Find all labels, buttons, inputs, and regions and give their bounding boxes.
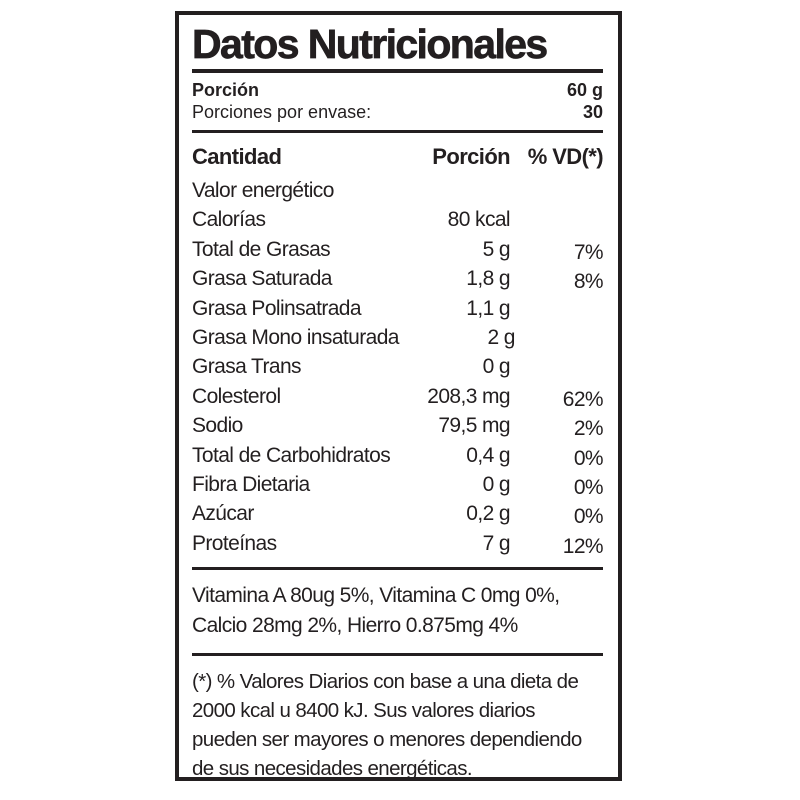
nutrient-row: Azúcar 0,2 g 0% xyxy=(192,499,604,529)
nutrient-daily-value: 7% xyxy=(573,240,604,264)
nutrient-daily-value xyxy=(510,179,603,208)
nutrient-value: 1,1 g xyxy=(466,296,510,320)
nutrient-row: Calorías 80 kcal xyxy=(192,205,603,234)
servings-per-container-row: Porciones por envase: 30 xyxy=(192,101,603,123)
portion-label: Porción xyxy=(192,80,260,100)
nutrient-value: 0 g xyxy=(482,473,511,497)
nutrient-row: Sodio 79,5 mg 2% xyxy=(192,411,604,441)
nutrient-row: Total de Grasas 5 g 7% xyxy=(192,235,604,264)
nutrient-daily-value: 0% xyxy=(573,446,604,470)
nutrient-name: Total de Grasas xyxy=(192,237,331,261)
nutrient-row: Proteínas 7 g 12% xyxy=(192,529,604,558)
nutrient-name: Valor energético xyxy=(192,179,334,202)
footnote-line: (*) % Valores Diarios con base a una die… xyxy=(192,670,579,694)
servings-label: Porciones por envase: xyxy=(192,102,372,122)
nutrient-table: Valor energético Calorías 80 kcal Total … xyxy=(192,176,604,558)
nutrient-name: Grasa Saturada xyxy=(192,267,332,291)
nutrient-value xyxy=(394,176,510,205)
title-divider xyxy=(192,69,603,73)
nutrient-value: 208,3 mg xyxy=(427,384,510,408)
serving-section: Porción 60 g Porciones por envase: 30 xyxy=(192,79,603,123)
nutrient-value: 80 kcal xyxy=(447,208,511,232)
nutrient-row: Grasa Mono insaturada 2 g xyxy=(192,323,603,352)
nutrient-name: Proteínas xyxy=(192,531,277,555)
header-amount: Cantidad xyxy=(192,144,282,169)
nutrient-name: Colesterol xyxy=(192,384,281,408)
nutrient-value: 0,4 g xyxy=(466,443,510,467)
nutrient-name: Fibra Dietaria xyxy=(192,473,310,497)
footnote-divider xyxy=(192,653,603,657)
header-daily-value: % VD(*) xyxy=(527,144,604,169)
footnote-line: pueden ser mayores o menores dependiendo xyxy=(192,728,582,752)
nutrient-daily-value: 0% xyxy=(573,476,604,500)
vitamins-divider xyxy=(192,567,603,571)
nutrient-daily-value xyxy=(515,326,608,355)
nutrient-name: Grasa Polinsatrada xyxy=(192,296,362,320)
nutrient-value: 2 g xyxy=(487,326,515,350)
nutrient-row: Grasa Saturada 1,8 g 8% xyxy=(192,264,604,294)
nutrient-row: Grasa Trans 0 g xyxy=(192,352,603,381)
serving-divider xyxy=(192,130,603,133)
nutrient-name: Azúcar xyxy=(192,502,254,526)
portion-row: Porción 60 g xyxy=(192,79,603,101)
nutrient-name: Sodio xyxy=(192,414,243,438)
nutrient-value: 5 g xyxy=(482,237,511,261)
vitamins-line: Calcio 28mg 2%, Hierro 0.875mg 4% xyxy=(192,614,518,638)
nutrient-daily-value: 0% xyxy=(573,505,604,529)
nutrient-value: 79,5 mg xyxy=(438,414,510,438)
nutrition-label: Datos Nutricionales Porción 60 g Porcion… xyxy=(175,11,622,781)
nutrient-value: 1,8 g xyxy=(466,267,510,291)
portion-value: 60 g xyxy=(566,80,603,100)
label-title: Datos Nutricionales xyxy=(192,21,549,67)
nutrient-row: Colesterol 208,3 mg 62% xyxy=(192,382,604,411)
vitamins-section: Vitamina A 80ug 5%, Vitamina C 0mg 0%, C… xyxy=(192,581,603,641)
nutrient-daily-value: 2% xyxy=(573,417,604,441)
servings-value: 30 xyxy=(582,102,603,122)
nutrient-row: Grasa Polinsatrada 1,1 g xyxy=(192,294,603,323)
nutrient-value: 0 g xyxy=(482,355,511,379)
nutrient-daily-value xyxy=(510,297,603,326)
footnote-section: (*) % Valores Diarios con base a una die… xyxy=(192,667,603,783)
header-portion: Porción xyxy=(432,144,510,169)
footnote-line: de sus necesidades energéticas. xyxy=(192,757,473,781)
vitamins-line: Vitamina A 80ug 5%, Vitamina C 0mg 0%, xyxy=(192,584,560,608)
nutrient-row: Total de Carbohidratos 0,4 g 0% xyxy=(192,441,604,470)
nutrient-name: Grasa Mono insaturada xyxy=(192,326,399,350)
nutrient-value: 7 g xyxy=(482,531,511,555)
nutrient-row: Valor energético xyxy=(192,176,603,205)
nutrient-daily-value: 12% xyxy=(562,534,604,558)
nutrient-row: Fibra Dietaria 0 g 0% xyxy=(192,470,604,500)
nutrient-name: Calorías xyxy=(192,208,266,232)
nutrient-name: Grasa Trans xyxy=(192,355,302,379)
nutrient-daily-value: 8% xyxy=(573,270,604,294)
nutrient-daily-value xyxy=(510,208,603,237)
nutrient-name: Total de Carbohidratos xyxy=(192,443,391,467)
footnote-line: 2000 kcal u 8400 kJ. Sus valores diarios xyxy=(192,699,536,723)
nutrient-value: 0,2 g xyxy=(466,502,510,526)
nutrient-daily-value: 62% xyxy=(562,387,604,411)
table-header: Cantidad Porción % VD(*) xyxy=(192,144,604,170)
nutrient-daily-value xyxy=(510,355,603,384)
